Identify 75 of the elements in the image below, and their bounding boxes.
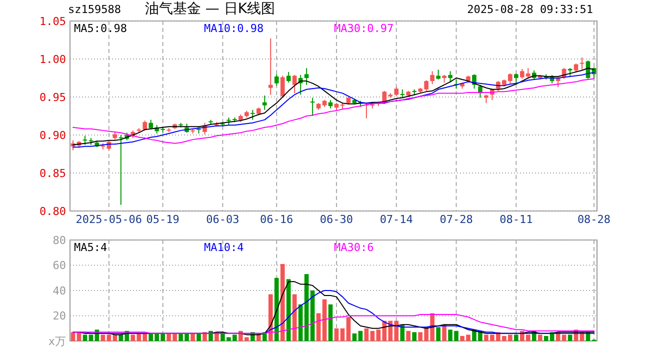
bar	[364, 328, 369, 341]
bar	[340, 328, 345, 341]
bar	[268, 294, 273, 341]
x-tick-label: 05-19	[146, 213, 180, 226]
bar	[346, 317, 351, 341]
candlestick	[250, 109, 255, 120]
line-series	[72, 314, 595, 334]
chart-subtitle: sz159588	[68, 3, 121, 16]
bar	[412, 332, 417, 341]
text: MA5:4	[74, 241, 108, 254]
bar	[562, 334, 566, 341]
x-tick-label: 08-28	[577, 213, 611, 226]
bar	[334, 328, 339, 341]
x-tick-label: 06-03	[206, 213, 240, 226]
candlestick	[118, 134, 124, 206]
text: MA10:4	[204, 241, 244, 254]
candlestick	[310, 97, 315, 116]
text: MA5:0.98	[74, 22, 127, 35]
y-tick-label: 0.80	[40, 204, 66, 218]
bar	[88, 334, 94, 341]
bar	[406, 330, 411, 341]
bar	[322, 299, 327, 341]
candlestick	[286, 71, 291, 84]
y-tick-label: 20	[52, 310, 66, 323]
text: 2025-08-28 09:33:51	[467, 3, 593, 16]
candlestick	[280, 75, 285, 98]
x-tick-label: 2025-05-06	[76, 213, 142, 226]
bar	[280, 264, 285, 341]
candlestick	[82, 135, 88, 146]
candlestick	[430, 70, 434, 85]
y-tick-label: 1.05	[40, 14, 66, 28]
y-tick-label: 0.95	[40, 90, 66, 104]
candlestick	[262, 94, 267, 110]
bar	[436, 327, 440, 341]
candlestick	[304, 68, 309, 86]
text: MA30:0.97	[334, 22, 394, 35]
bar	[274, 278, 279, 341]
y-tick-label: 60	[52, 259, 66, 272]
bar	[370, 330, 375, 341]
bar	[70, 332, 76, 341]
y-tick-label: 0.90	[40, 128, 66, 142]
y-tick-label: 80	[52, 234, 66, 247]
bar	[190, 333, 195, 341]
text: MA10:0.98	[204, 22, 264, 35]
candlestick	[436, 69, 440, 80]
candlestick	[514, 72, 518, 84]
x-tick-label: 06-16	[260, 213, 294, 226]
bar	[106, 334, 112, 341]
candlestick	[142, 120, 148, 131]
bar	[196, 333, 201, 341]
bar	[100, 334, 106, 341]
y-tick-label: 40	[52, 284, 66, 298]
candlestick	[292, 74, 297, 94]
candlestick	[268, 38, 273, 96]
candlestick	[448, 70, 452, 84]
candlestick	[274, 74, 279, 86]
candlestick	[394, 86, 399, 97]
y-tick-label: 1.00	[40, 52, 66, 66]
bar	[352, 333, 357, 341]
y-tick-label: x万	[48, 334, 66, 348]
y-tick-label: 0.85	[40, 166, 66, 180]
x-tick-label: 07-14	[380, 213, 414, 226]
bar	[82, 334, 88, 341]
bar	[328, 304, 333, 341]
candlestick	[580, 56, 584, 70]
x-tick-label: 08-11	[500, 213, 533, 226]
bar	[316, 313, 321, 341]
chart-title: 油气基金 — 日K线图	[144, 1, 276, 17]
x-tick-label: 07-28	[440, 213, 473, 226]
text: MA30:6	[334, 241, 374, 254]
bar	[538, 334, 542, 341]
bar	[358, 330, 363, 341]
bar	[568, 334, 572, 341]
bar	[514, 334, 518, 341]
x-tick-label: 06-30	[320, 213, 354, 226]
